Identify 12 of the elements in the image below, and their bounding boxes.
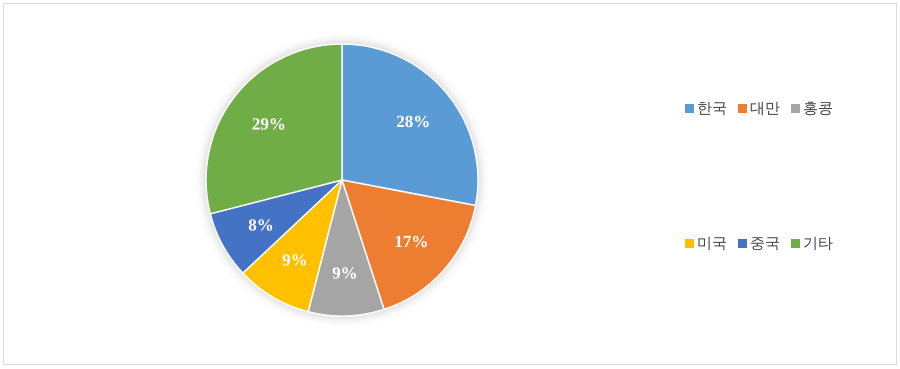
legend-label: 대만 (750, 99, 780, 117)
data-label: 9% (282, 250, 308, 270)
data-label: 29% (252, 114, 286, 134)
data-label: 9% (332, 263, 358, 282)
data-label: 17% (394, 232, 428, 252)
legend-label: 홍콩 (803, 99, 833, 117)
legend-label: 기타 (803, 234, 833, 252)
legend-label: 한국 (697, 99, 727, 117)
data-label: 8% (248, 216, 274, 235)
legend-label: 미국 (697, 234, 727, 252)
legend-label: 중국 (750, 234, 780, 252)
data-label: 28% (396, 112, 430, 132)
